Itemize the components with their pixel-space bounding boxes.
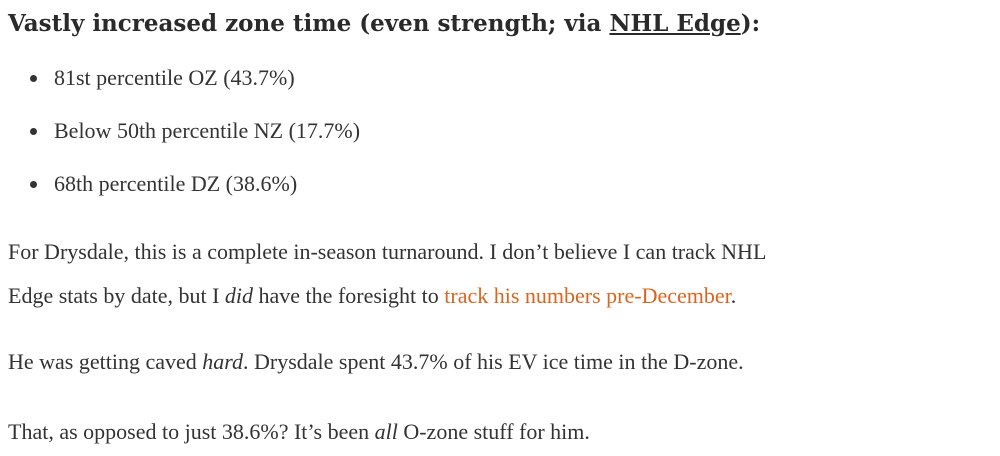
emphasis: all <box>374 419 398 444</box>
text: have the foresight to <box>253 283 445 308</box>
text: O-zone stuff for him. <box>397 419 590 444</box>
text: For Drysdale, this is a complete in-seas… <box>8 239 767 264</box>
text: . Drysdale spent 43.7% of his EV ice tim… <box>243 349 744 374</box>
heading: Vastly increased zone time (even strengt… <box>8 10 760 37</box>
paragraph: That, as opposed to just 38.6%? It’s bee… <box>8 410 590 454</box>
text: That, as opposed to just 38.6%? It’s bee… <box>8 419 375 444</box>
bullet-list: 81st percentile OZ (43.7%) Below 50th pe… <box>8 63 360 222</box>
bullet: Below 50th percentile NZ (17.7%) <box>8 116 360 169</box>
paragraph: He was getting caved hard. Drysdale spen… <box>8 340 744 384</box>
bullet: 81st percentile OZ (43.7%) <box>8 63 360 116</box>
bullet: 68th percentile DZ (38.6%) <box>8 169 360 222</box>
heading-text: Vastly increased zone time (even strengt… <box>8 10 610 37</box>
text: . <box>730 283 737 308</box>
emphasis: hard <box>202 349 244 374</box>
text: He was getting caved <box>8 349 203 374</box>
heading-link[interactable]: NHL Edge <box>609 10 741 37</box>
paragraph: For Drysdale, this is a complete in-seas… <box>8 230 766 318</box>
text: Edge stats by date, but I <box>8 283 225 308</box>
emphasis: did <box>224 283 254 308</box>
link[interactable]: track his numbers pre-December <box>444 283 731 308</box>
heading-end: ): <box>740 10 761 37</box>
